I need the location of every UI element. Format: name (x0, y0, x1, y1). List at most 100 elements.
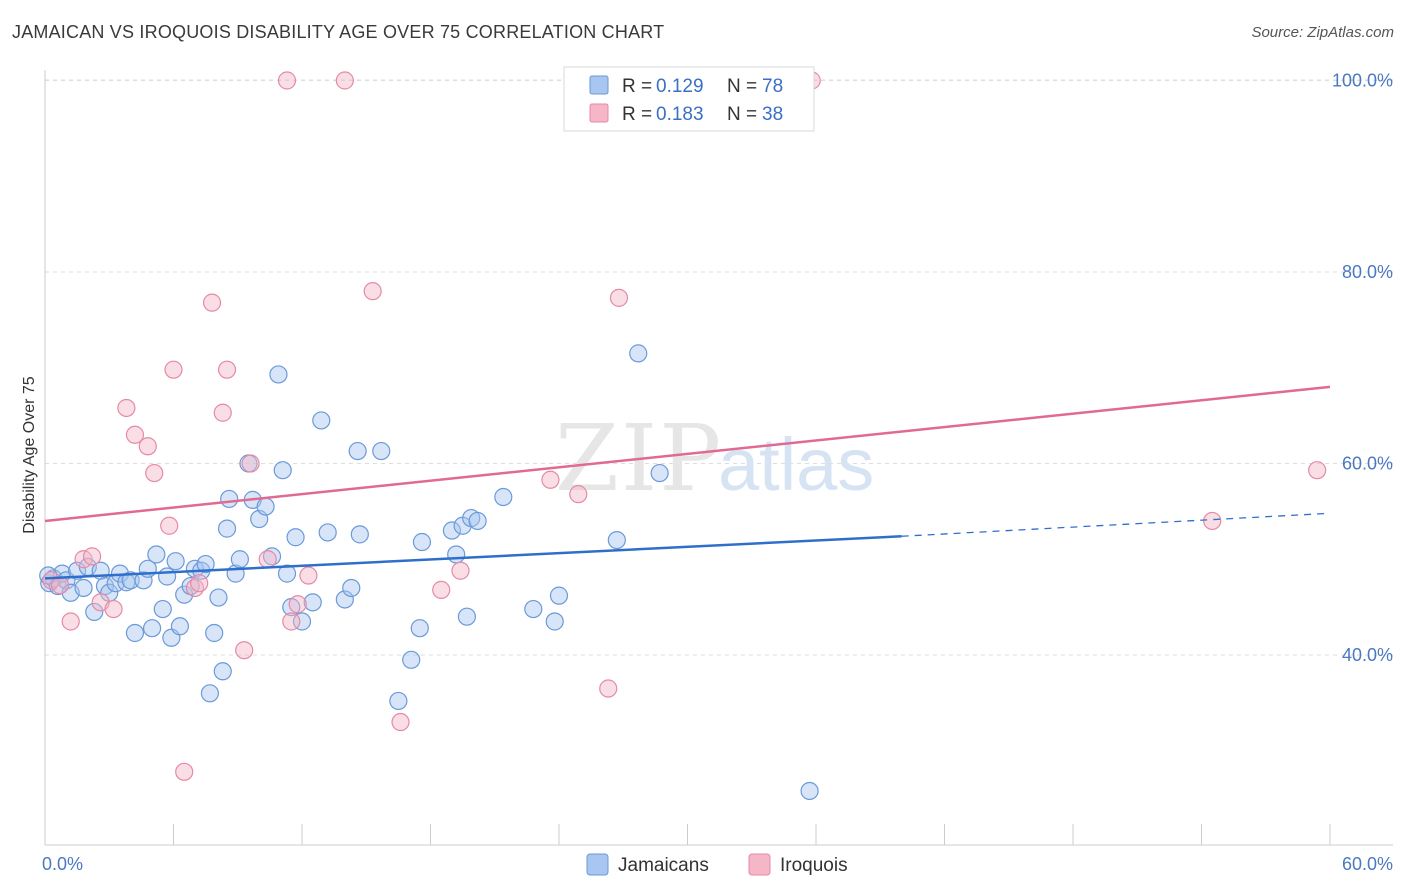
source-label: Source: ZipAtlas.com (1251, 24, 1394, 41)
legend-n-label: N = (727, 76, 757, 97)
y-axis-label: Disability Age Over 75 (21, 376, 38, 534)
iroquois-point (277, 71, 297, 90)
iroquois-point (61, 612, 80, 631)
legend-swatch-iroquois (589, 103, 609, 123)
iroquois-point (83, 547, 102, 566)
jamaicans-point (342, 578, 361, 598)
legend-r-label: R = (622, 104, 652, 125)
jamaicans-point (292, 612, 312, 631)
iroquois-point (541, 470, 560, 489)
jamaicans-point (348, 441, 367, 461)
jamaicans-point (217, 519, 237, 538)
iroquois-point (363, 282, 382, 301)
legend-box: R = 0.129 N = 78 R = 0.183 N = 38 (563, 66, 815, 132)
jamaicans-point (549, 586, 569, 605)
iroquois-point (451, 561, 470, 580)
jamaicans-point (147, 545, 166, 564)
jamaicans-point (170, 617, 190, 636)
trend-lines (44, 385, 1331, 580)
iroquois-point (235, 641, 254, 660)
jamaicans-point (277, 564, 297, 583)
jamaicans-point (153, 599, 172, 619)
jamaicans-point (412, 532, 432, 552)
watermark-atlas: atlas (718, 423, 874, 506)
legend-n-value: 78 (762, 76, 783, 97)
jamaicans-point (213, 662, 232, 681)
jamaicans-point (650, 463, 669, 483)
bottom-legend-swatch-jamaicans (586, 853, 609, 876)
jamaicans-point (524, 599, 543, 619)
jamaicans-point (335, 590, 354, 609)
iroquois-point (241, 454, 260, 473)
jamaicans-point (269, 365, 288, 384)
legend-n-value: 38 (762, 104, 783, 125)
iroquois-point (599, 679, 618, 698)
jamaicans-point (125, 623, 145, 643)
y-tick-label: 80.0% (1342, 262, 1393, 282)
legend-swatch-jamaicans (589, 75, 609, 95)
jamaicans-point (256, 497, 275, 516)
jamaicans-point (312, 411, 331, 430)
jamaicans-point (157, 567, 177, 586)
jamaicans-trend-line (44, 535, 902, 580)
iroquois-point (1308, 461, 1327, 480)
jamaicans-point (74, 578, 93, 598)
bottom-legend: Jamaicans Iroquois (586, 853, 848, 876)
iroquois-point (42, 571, 61, 590)
iroquois-point (138, 437, 157, 456)
jamaicans-point (303, 593, 322, 612)
iroquois-point (164, 360, 183, 379)
jamaicans-point (142, 619, 162, 638)
iroquois-point (299, 566, 318, 585)
jamaicans-point (442, 521, 462, 540)
jamaicans-point (185, 559, 205, 578)
iroquois-point (202, 293, 222, 312)
jamaicans-point (607, 530, 626, 550)
jamaicans-point (68, 561, 87, 580)
jamaicans-point (134, 571, 153, 590)
jamaicans-point (286, 528, 305, 547)
bottom-legend-jamaicans: Jamaicans (618, 855, 709, 876)
legend-row-iroquois: R = 0.183 N = 38 (589, 103, 783, 125)
jamaicans-point (457, 607, 477, 626)
jamaicans-point (200, 684, 220, 703)
jamaicans-point (494, 487, 513, 507)
jamaicans-point (205, 623, 224, 643)
jamaicans-point (220, 489, 239, 509)
axes (44, 70, 1393, 846)
jamaicans-point (402, 650, 421, 669)
iroquois-points (42, 71, 1327, 781)
iroquois-point (391, 712, 410, 732)
legend-n-label: N = (727, 104, 757, 125)
iroquois-point (160, 516, 179, 535)
iroquois-point (1203, 511, 1222, 531)
x-tick-label: 60.0% (1342, 854, 1393, 874)
y-tick-label: 40.0% (1342, 645, 1393, 665)
iroquois-point (258, 550, 277, 569)
jamaicans-points (39, 344, 819, 801)
x-tick-label: 0.0% (42, 854, 83, 874)
jamaicans-point (468, 511, 487, 531)
jamaicans-point (209, 588, 228, 607)
jamaicans-point (447, 545, 466, 564)
iroquois-point (217, 360, 237, 379)
iroquois-point (125, 425, 145, 444)
legend-r-value: 0.129 (656, 76, 704, 97)
jamaicans-point (545, 612, 564, 631)
iroquois-point (432, 580, 451, 599)
y-tick-label: 60.0% (1342, 454, 1393, 474)
iroquois-point (609, 288, 629, 307)
iroquois-point (282, 612, 301, 631)
jamaicans-point (372, 441, 391, 461)
jamaicans-point (166, 552, 185, 571)
legend-r-value: 0.183 (656, 104, 704, 125)
y-tick-label: 100.0% (1332, 71, 1393, 91)
iroquois-point (213, 403, 232, 422)
jamaicans-point (389, 691, 408, 711)
iroquois-point (335, 71, 354, 90)
jamaicans-point (629, 344, 648, 363)
jamaicans-point (800, 781, 819, 801)
jamaicans-point (410, 619, 429, 638)
jamaicans-point (273, 461, 292, 480)
